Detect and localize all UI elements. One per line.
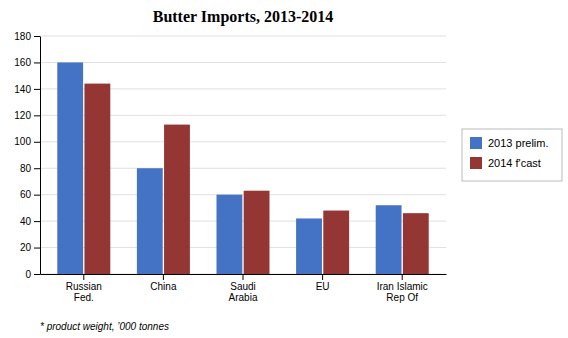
tick: 0 <box>25 269 40 280</box>
bar <box>296 218 322 274</box>
tick-mark <box>243 274 244 280</box>
tick: RussianFed. <box>66 274 102 303</box>
tick: 100 <box>14 136 40 147</box>
y-axis: 0 20 40 60 80 100 120 140 160 180 <box>14 31 40 280</box>
bar <box>244 191 270 274</box>
legend-swatch <box>470 157 482 169</box>
tick-label: 0 <box>25 269 31 280</box>
tick-label: 160 <box>14 57 31 68</box>
bar <box>323 211 349 274</box>
tick-mark <box>34 274 40 275</box>
tick-label: 20 <box>20 242 32 253</box>
tick-mark <box>34 62 40 63</box>
legend-frame <box>462 129 562 181</box>
tick-mark <box>163 274 164 280</box>
tick-label: RussianFed. <box>66 281 102 303</box>
grid-line <box>40 62 446 63</box>
tick-label: 100 <box>14 136 31 147</box>
bars <box>57 62 428 274</box>
legend: 2013 prelim. 2014 f'cast <box>462 129 562 181</box>
chart: 0 20 40 60 80 100 120 140 160 180 RussianFed. China… <box>0 0 568 338</box>
bar <box>376 205 402 274</box>
tick-mark <box>34 142 40 143</box>
tick-mark <box>34 248 40 249</box>
bar <box>137 168 163 274</box>
tick: 160 <box>14 57 40 68</box>
tick-label: SaudiArabia <box>229 281 258 303</box>
legend-swatch <box>470 137 482 149</box>
tick: 120 <box>14 110 40 121</box>
tick-label: 40 <box>20 216 32 227</box>
tick-label: China <box>150 281 177 292</box>
bar-series <box>84 84 428 274</box>
legend-item: 2013 prelim. <box>470 137 549 149</box>
tick: Iran IslamicRep Of <box>377 274 428 303</box>
tick-mark <box>34 115 40 116</box>
footnote: * product weight, ’000 tonnes <box>40 321 169 332</box>
grid <box>40 36 446 274</box>
tick-label: 80 <box>20 163 32 174</box>
tick: EU <box>316 274 330 292</box>
tick-label: Iran IslamicRep Of <box>377 281 428 303</box>
bar <box>164 125 190 274</box>
tick-mark <box>83 274 84 280</box>
tick-label: EU <box>316 281 330 292</box>
tick-mark <box>34 36 40 37</box>
tick: China <box>150 274 177 292</box>
grid-line <box>40 36 446 37</box>
legend-label: 2014 f'cast <box>488 157 541 169</box>
bar-series <box>57 62 401 274</box>
bar <box>216 195 242 274</box>
tick-mark <box>34 221 40 222</box>
axis-line <box>40 37 41 275</box>
tick-label: 140 <box>14 84 31 95</box>
tick: 80 <box>20 163 40 174</box>
tick-mark <box>402 274 403 280</box>
tick: 140 <box>14 84 40 95</box>
legend-item: 2014 f'cast <box>470 157 541 169</box>
tick-label: 120 <box>14 110 31 121</box>
tick-label: 180 <box>14 31 31 42</box>
tick: 40 <box>20 216 40 227</box>
bar <box>403 213 429 274</box>
tick: 180 <box>14 31 40 42</box>
tick: SaudiArabia <box>229 274 258 303</box>
legend-label: 2013 prelim. <box>488 137 549 149</box>
tick-mark <box>34 195 40 196</box>
plot: 0 20 40 60 80 100 120 140 160 180 RussianFed. China… <box>14 31 446 303</box>
x-axis: RussianFed. China SaudiArabia EU Iran Islami… <box>41 274 447 303</box>
tick-mark <box>34 168 40 169</box>
tick: 60 <box>20 189 40 200</box>
bar <box>84 84 110 274</box>
tick: 20 <box>20 242 40 253</box>
title: Butter Imports, 2013-2014 <box>153 8 334 26</box>
bar <box>57 62 83 274</box>
tick-label: 60 <box>20 189 32 200</box>
tick-mark <box>322 274 323 280</box>
tick-mark <box>34 89 40 90</box>
